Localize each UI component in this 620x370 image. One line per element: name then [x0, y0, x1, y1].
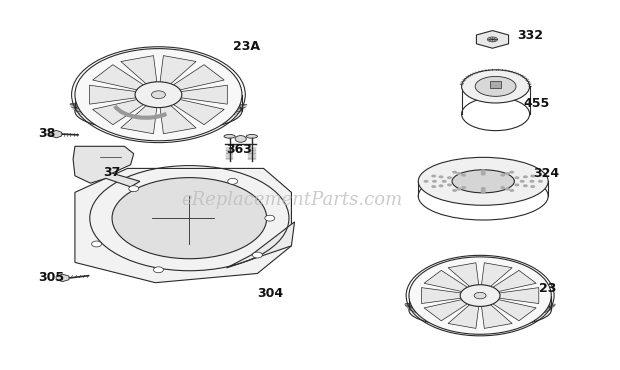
Polygon shape [174, 65, 224, 90]
Circle shape [480, 189, 485, 192]
Text: 324: 324 [533, 168, 559, 181]
Polygon shape [424, 270, 467, 292]
Ellipse shape [460, 285, 500, 306]
Ellipse shape [418, 157, 548, 205]
Polygon shape [424, 300, 467, 321]
Text: 23A: 23A [232, 40, 260, 53]
Circle shape [438, 175, 443, 178]
Circle shape [456, 172, 461, 175]
Polygon shape [121, 105, 157, 134]
Ellipse shape [475, 77, 516, 96]
Ellipse shape [112, 178, 267, 259]
Ellipse shape [461, 70, 529, 103]
Circle shape [461, 186, 466, 189]
Circle shape [252, 252, 262, 258]
Polygon shape [493, 300, 536, 321]
Ellipse shape [452, 170, 515, 193]
Circle shape [523, 175, 528, 178]
Polygon shape [73, 146, 140, 187]
Polygon shape [160, 56, 196, 84]
Circle shape [480, 173, 485, 176]
Circle shape [523, 184, 528, 187]
Circle shape [423, 180, 428, 183]
Circle shape [452, 171, 457, 174]
Polygon shape [160, 105, 196, 134]
Ellipse shape [151, 91, 166, 98]
Ellipse shape [75, 48, 242, 141]
Circle shape [447, 176, 452, 179]
Circle shape [442, 180, 447, 183]
FancyBboxPatch shape [490, 81, 501, 88]
Circle shape [480, 171, 485, 174]
Circle shape [530, 175, 535, 178]
Circle shape [530, 185, 535, 188]
Circle shape [480, 169, 485, 172]
Circle shape [520, 180, 525, 183]
Polygon shape [448, 305, 479, 329]
Circle shape [228, 178, 237, 184]
Text: 23: 23 [539, 282, 556, 295]
Circle shape [500, 174, 505, 176]
Ellipse shape [487, 37, 498, 42]
Text: 38: 38 [38, 127, 55, 140]
Text: 305: 305 [38, 270, 64, 284]
Circle shape [505, 188, 510, 191]
Circle shape [509, 189, 514, 192]
Polygon shape [174, 100, 224, 125]
Circle shape [265, 215, 275, 221]
Text: 363: 363 [226, 144, 252, 157]
Circle shape [438, 184, 443, 187]
Ellipse shape [75, 91, 242, 132]
Ellipse shape [409, 257, 551, 334]
Polygon shape [500, 287, 539, 303]
Circle shape [500, 186, 505, 189]
Circle shape [432, 180, 437, 183]
Circle shape [529, 180, 534, 183]
Ellipse shape [409, 293, 551, 328]
Circle shape [461, 174, 466, 176]
Text: eReplacementParts.com: eReplacementParts.com [181, 191, 402, 209]
Circle shape [432, 185, 436, 188]
Ellipse shape [135, 82, 182, 108]
Polygon shape [89, 85, 136, 104]
Circle shape [154, 267, 164, 273]
Circle shape [515, 184, 520, 186]
Polygon shape [482, 305, 512, 329]
Circle shape [480, 191, 485, 194]
Text: 455: 455 [523, 97, 550, 110]
Polygon shape [448, 263, 479, 286]
Polygon shape [226, 222, 294, 268]
Circle shape [432, 175, 436, 178]
Polygon shape [51, 131, 62, 138]
Polygon shape [422, 287, 461, 303]
Text: 332: 332 [517, 29, 543, 42]
Polygon shape [482, 263, 512, 286]
Text: 304: 304 [257, 287, 283, 300]
Polygon shape [493, 270, 536, 292]
Circle shape [509, 171, 514, 174]
Ellipse shape [246, 135, 257, 138]
Circle shape [452, 189, 457, 192]
Circle shape [129, 186, 139, 192]
Polygon shape [181, 85, 228, 104]
Circle shape [456, 188, 461, 191]
Ellipse shape [224, 135, 235, 138]
Circle shape [538, 180, 543, 183]
Circle shape [235, 136, 246, 142]
Polygon shape [476, 31, 508, 48]
Ellipse shape [474, 292, 486, 299]
Circle shape [480, 187, 485, 190]
Polygon shape [56, 274, 69, 282]
Circle shape [447, 184, 452, 186]
Circle shape [92, 241, 102, 247]
Circle shape [505, 172, 510, 175]
Polygon shape [92, 65, 143, 90]
Text: 37: 37 [103, 166, 120, 179]
Polygon shape [75, 168, 291, 283]
Circle shape [515, 176, 520, 179]
Polygon shape [92, 100, 143, 125]
Polygon shape [121, 56, 157, 84]
